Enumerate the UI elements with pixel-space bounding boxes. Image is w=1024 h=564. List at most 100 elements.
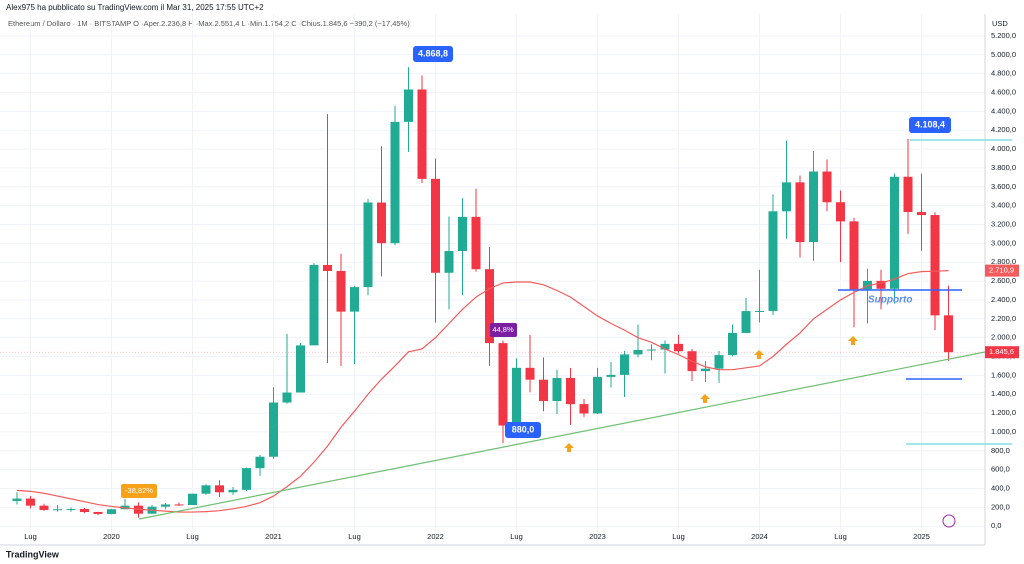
candle-body bbox=[390, 121, 400, 244]
y-tick-label: 0,0 bbox=[991, 521, 1001, 530]
x-tick-label: 2022 bbox=[427, 532, 444, 541]
arrow bbox=[700, 394, 710, 403]
arrows bbox=[564, 336, 858, 452]
x-tick-label: Lug bbox=[186, 532, 199, 541]
candle-body bbox=[714, 355, 724, 369]
y-tick-label: 4.600,0 bbox=[991, 87, 1016, 96]
candle-body bbox=[161, 504, 170, 507]
candle-body bbox=[890, 176, 899, 289]
candle-body bbox=[215, 485, 224, 493]
candle-body bbox=[579, 404, 589, 414]
candle-body bbox=[269, 402, 278, 457]
candle-body bbox=[512, 367, 521, 426]
candle-body bbox=[485, 269, 494, 344]
x-tick-label: Lug bbox=[834, 532, 847, 541]
candle-body bbox=[26, 498, 35, 506]
candle-body bbox=[201, 485, 211, 494]
arrow bbox=[848, 336, 858, 345]
y-tick-label: 1.200,0 bbox=[991, 408, 1016, 417]
candle-body bbox=[863, 280, 872, 290]
candle-body bbox=[363, 202, 373, 288]
arrow bbox=[754, 350, 764, 359]
header: Alex975 ha pubblicato su TradingView.com… bbox=[6, 3, 264, 12]
legend: Ethereum / Dollaro · 1M · BITSTAMP O ·Ap… bbox=[8, 19, 410, 28]
x-tick-label: 2025 bbox=[913, 532, 930, 541]
annotation: 4.108,4 bbox=[915, 119, 945, 129]
candle-body bbox=[228, 489, 238, 493]
candle-body bbox=[53, 509, 62, 511]
candle-body bbox=[552, 378, 562, 402]
icon bbox=[942, 514, 956, 528]
annotation-box bbox=[121, 484, 157, 498]
candle-body bbox=[741, 311, 751, 333]
candle-body bbox=[66, 508, 76, 510]
y-tick-label: 3.600,0 bbox=[991, 182, 1016, 191]
x-tick-label: Lug bbox=[510, 532, 523, 541]
candle-body bbox=[930, 215, 940, 316]
y-tick-label: 2.800,0 bbox=[991, 257, 1016, 266]
annotation: 44,8% bbox=[492, 325, 514, 334]
candle-body bbox=[471, 216, 481, 270]
y-tick-label: 4.000,0 bbox=[991, 144, 1016, 153]
annotation: 4.868,8 bbox=[418, 48, 448, 58]
candle-body bbox=[80, 508, 89, 512]
candle-body bbox=[593, 376, 602, 414]
y-tick-label: 2.600,0 bbox=[991, 276, 1016, 285]
candle-body bbox=[566, 378, 575, 405]
annotation: 880,0 bbox=[512, 424, 535, 434]
candle-body bbox=[539, 379, 548, 402]
candle-body bbox=[12, 498, 22, 501]
candle-body bbox=[674, 343, 683, 352]
y-tick-label: 5.000,0 bbox=[991, 50, 1016, 59]
candle-body bbox=[417, 89, 427, 179]
y-tick-label: 1.000,0 bbox=[991, 427, 1016, 436]
candle-body bbox=[525, 367, 535, 380]
y-tick-label: 1.400,0 bbox=[991, 389, 1016, 398]
candle-body bbox=[836, 202, 845, 222]
annotation-box bbox=[490, 323, 517, 337]
y-tick-label: 2.200,0 bbox=[991, 314, 1016, 323]
y-tick-label: 600,0 bbox=[991, 465, 1010, 474]
candle-body bbox=[188, 493, 197, 506]
candle-body bbox=[701, 368, 710, 372]
trend-line bbox=[138, 351, 986, 520]
price-label: 1.845,6 bbox=[989, 347, 1014, 356]
candle-body bbox=[647, 349, 656, 351]
candle-body bbox=[93, 511, 103, 514]
x-tick-label: 2021 bbox=[265, 532, 282, 541]
candle-body bbox=[944, 315, 953, 353]
ma-tag bbox=[985, 264, 1019, 277]
candle-body bbox=[323, 264, 332, 271]
y-axis-label: USD bbox=[992, 19, 1008, 28]
candle-body bbox=[768, 211, 778, 311]
candle-body bbox=[849, 221, 859, 290]
candle-body bbox=[296, 345, 305, 393]
x-tick-label: 2023 bbox=[589, 532, 606, 541]
candle-body bbox=[39, 505, 49, 511]
candle-body bbox=[377, 202, 386, 244]
y-tick-label: 2.400,0 bbox=[991, 295, 1016, 304]
y-tick-label: 3.200,0 bbox=[991, 219, 1016, 228]
y-tick-label: 4.400,0 bbox=[991, 106, 1016, 115]
x-tick-label: Lug bbox=[672, 532, 685, 541]
candle-body bbox=[728, 332, 737, 356]
candle-body bbox=[903, 176, 913, 213]
candle-body bbox=[917, 212, 926, 216]
candle-body bbox=[336, 270, 346, 312]
footer: TradingView bbox=[6, 549, 60, 559]
candle-body bbox=[876, 280, 886, 289]
moving-average bbox=[16, 270, 949, 513]
candle-body bbox=[444, 250, 454, 273]
candle-body bbox=[107, 509, 116, 514]
candle-body bbox=[822, 171, 832, 203]
candle-body bbox=[458, 216, 467, 251]
candle-body bbox=[404, 89, 413, 122]
annotation-box bbox=[505, 422, 541, 438]
candle-body bbox=[350, 287, 359, 312]
candle-body bbox=[242, 468, 251, 490]
annotation: Supporto bbox=[868, 295, 912, 306]
candle-body bbox=[755, 310, 764, 312]
arrow bbox=[564, 443, 574, 452]
x-tick-label: Lug bbox=[24, 532, 37, 541]
candle-body bbox=[282, 392, 292, 403]
